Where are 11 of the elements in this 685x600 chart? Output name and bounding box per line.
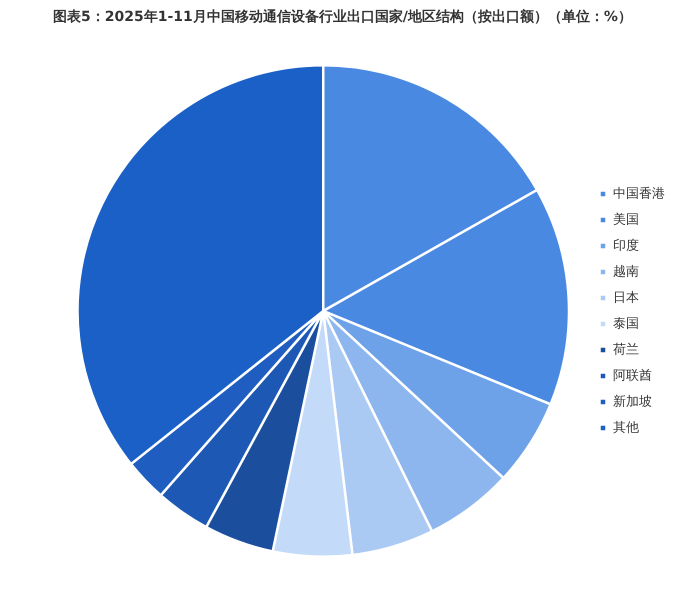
legend-label: 新加坡 — [613, 394, 652, 410]
legend-label: 中国香港 — [613, 186, 665, 202]
legend-label: 泰国 — [613, 316, 639, 332]
legend-label: 美国 — [613, 211, 639, 228]
legend-label: 阿联酋 — [613, 368, 652, 384]
legend-label: 日本 — [613, 290, 639, 306]
legend-label: 其他 — [613, 420, 639, 436]
legend-label: 印度 — [613, 237, 639, 254]
legend-label: 荷兰 — [613, 342, 639, 358]
legend-label: 越南 — [613, 264, 639, 280]
chart-title: 图表5：2025年1-11月中国移动通信设备行业出口国家/地区结构（按出口额）（单位：%） — [52, 8, 633, 27]
